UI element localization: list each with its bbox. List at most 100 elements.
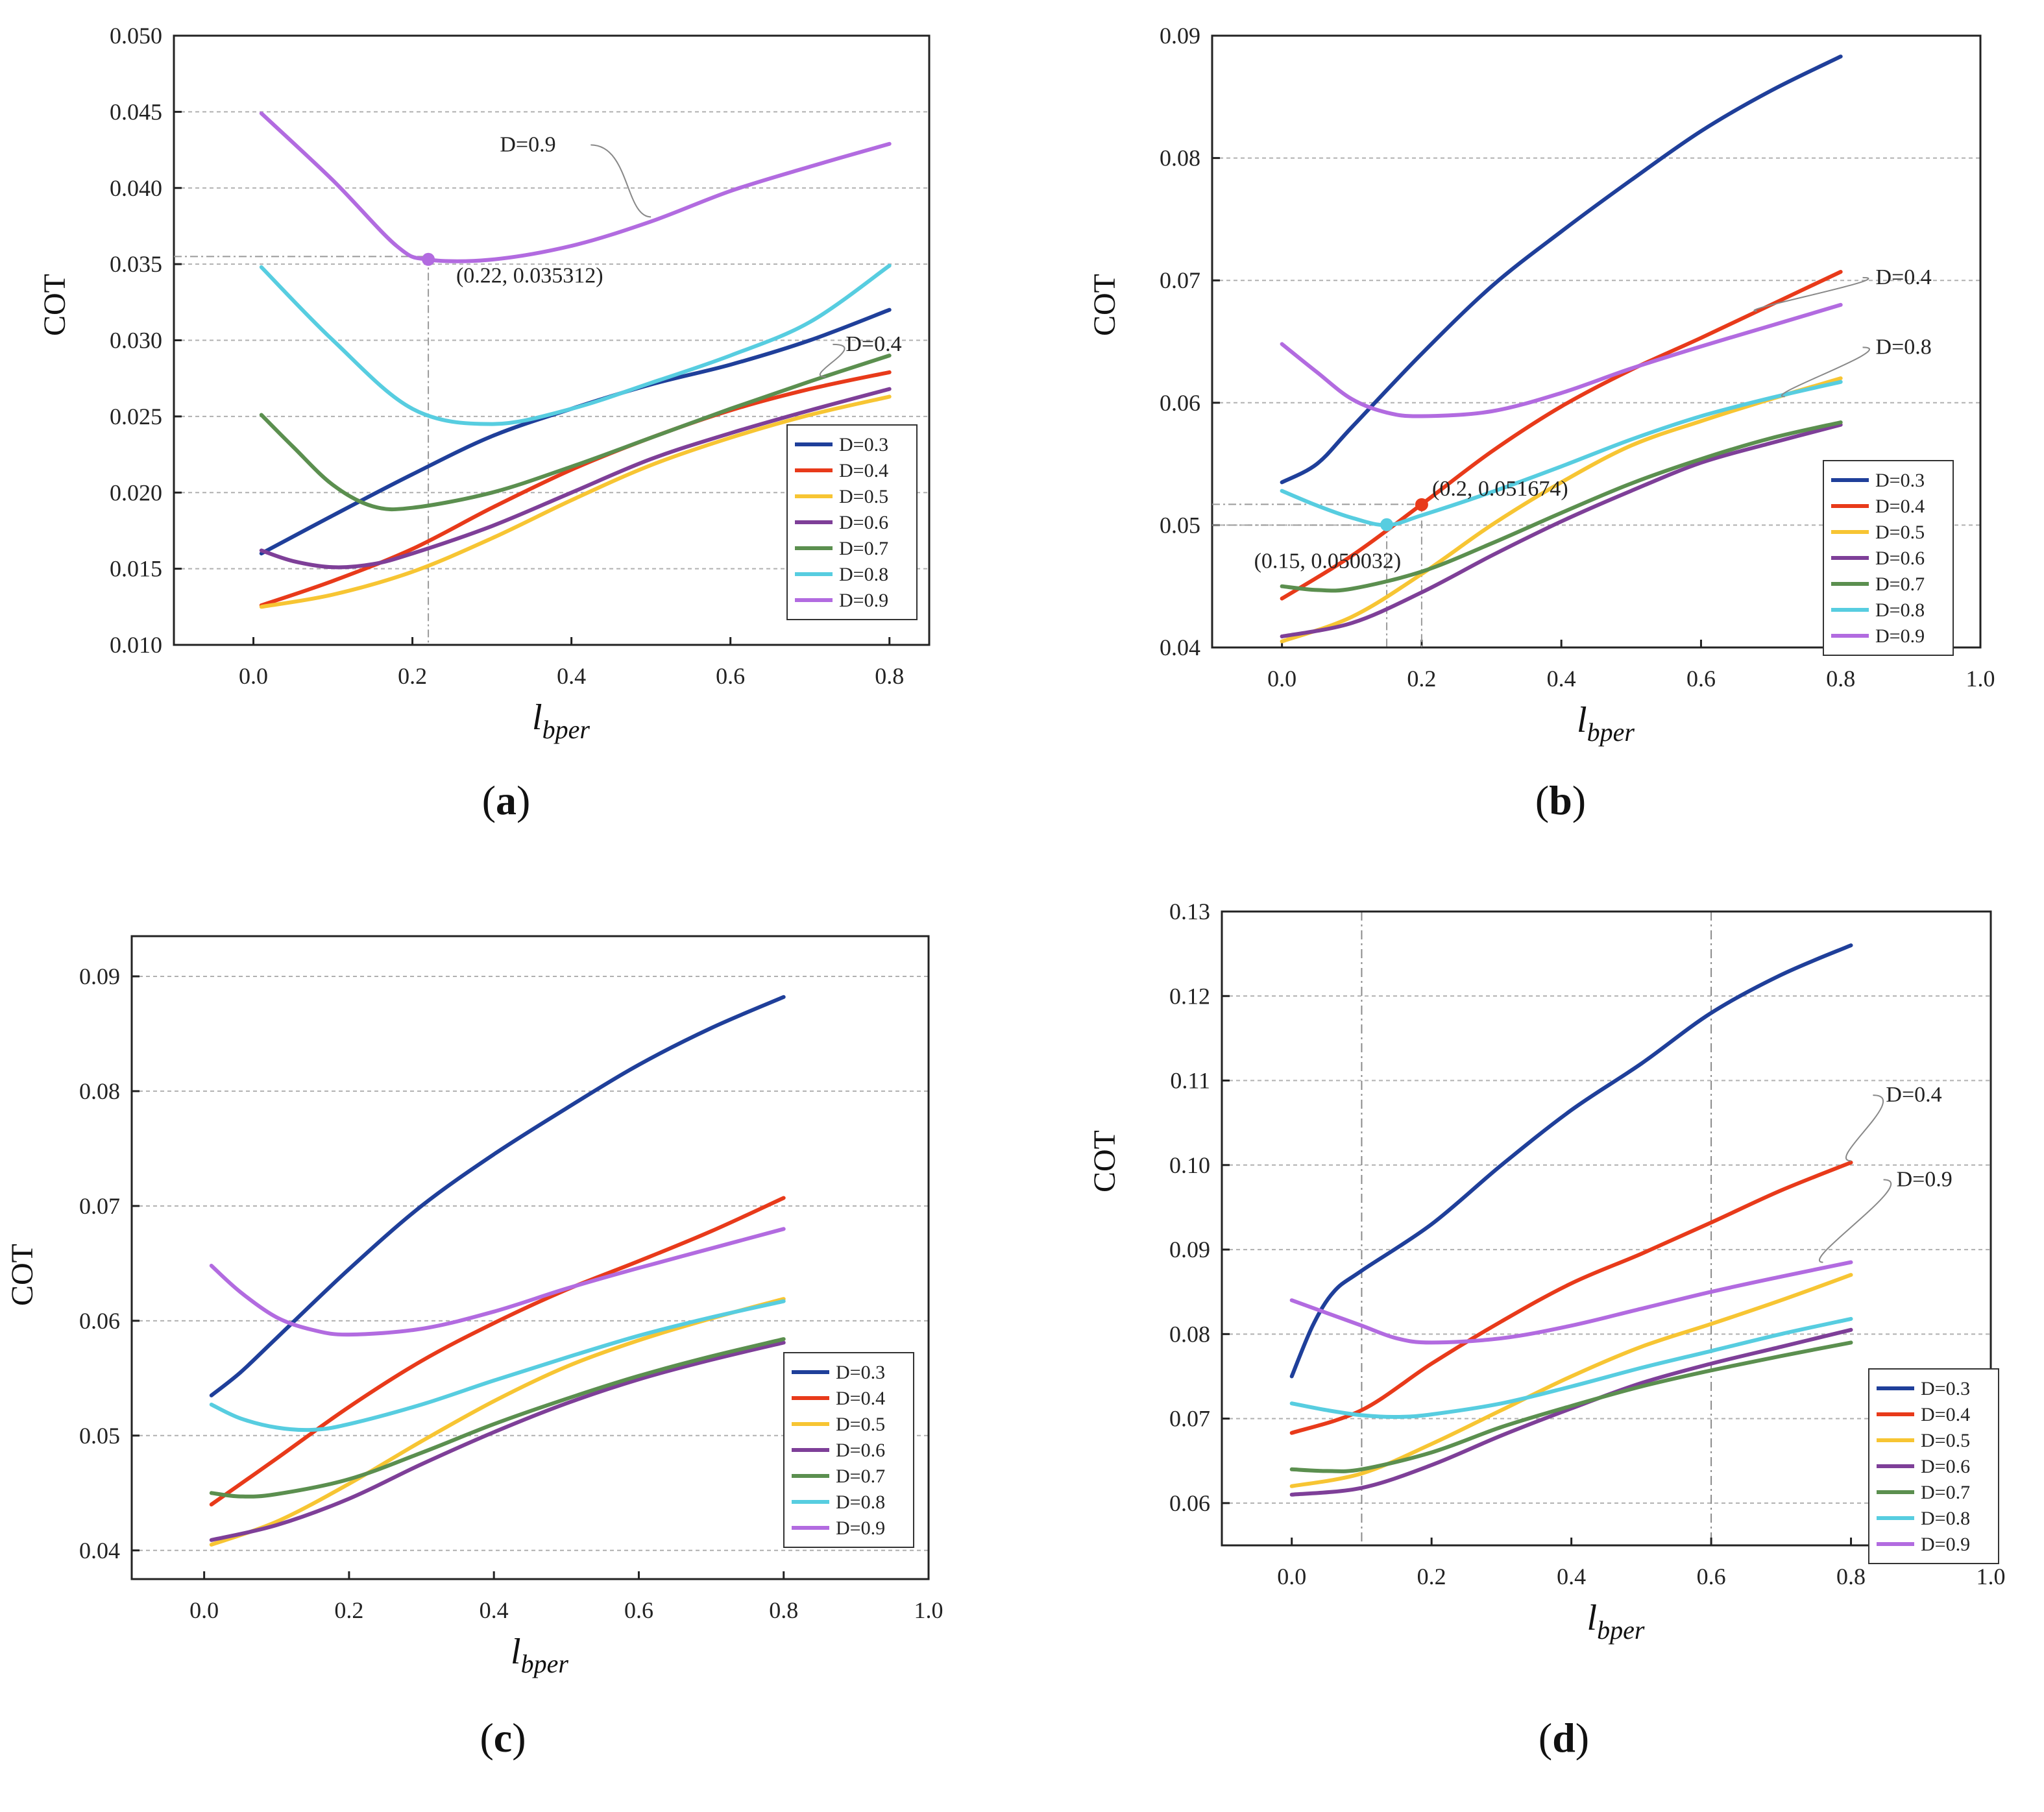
- annotation-label: D=0.8: [1876, 335, 1932, 359]
- legend-entry: D=0.5: [839, 486, 888, 507]
- x-tick-label: 0.0: [1277, 1564, 1306, 1589]
- y-tick-label: 0.12: [1169, 983, 1210, 1009]
- y-tick-label: 0.07: [1160, 267, 1200, 293]
- x-tick-label: 1.0: [1977, 1564, 2006, 1589]
- x-tick-label: 0.6: [624, 1597, 653, 1623]
- legend-entry: D=0.6: [1875, 548, 1925, 569]
- legend-entry: D=0.3: [1875, 470, 1925, 491]
- caption-open: (: [1535, 777, 1549, 823]
- highlight-point: [1415, 498, 1428, 511]
- legend: D=0.3 D=0.4 D=0.5 D=0.6 D=0.7 D=0.8 D=0.9: [786, 424, 918, 620]
- legend: D=0.3 D=0.4 D=0.5 D=0.6 D=0.7 D=0.8 D=0.9: [1823, 460, 1954, 656]
- series-line-D=0.5: [259, 394, 892, 609]
- series-line-D=0.4: [209, 1196, 786, 1506]
- series-line-D=0.6: [1280, 422, 1843, 638]
- series-line-D=0.3: [1280, 54, 1843, 485]
- x-axis-label-main: l: [511, 1632, 521, 1672]
- caption-letter: b: [1549, 777, 1572, 823]
- x-tick-label: 0.6: [716, 663, 745, 689]
- legend-entry: D=0.8: [839, 564, 888, 585]
- x-axis-label: lbper: [1577, 700, 1635, 747]
- y-tick-label: 0.040: [110, 175, 162, 201]
- y-tick-label: 0.020: [110, 479, 162, 505]
- series-line-D=0.3: [1289, 943, 1853, 1379]
- y-tick-label: 0.08: [1160, 145, 1200, 171]
- x-axis-label-main: l: [1577, 700, 1587, 740]
- series-line-D=0.7: [1289, 1340, 1853, 1473]
- y-tick-label: 0.010: [110, 632, 162, 658]
- panel-a: 0.010 0.015 0.020 0.025 0.030 0.035 0.040 0.045…: [38, 23, 931, 744]
- legend-entry: D=0.9: [1921, 1534, 1970, 1555]
- y-tick-label: 0.08: [1169, 1321, 1210, 1347]
- legend-entry: D=0.3: [839, 434, 888, 455]
- legend-entry: D=0.7: [836, 1466, 885, 1487]
- legend-entry: D=0.9: [1875, 625, 1925, 647]
- legend-entry: D=0.8: [1921, 1508, 1970, 1529]
- series-line-D=0.9: [259, 111, 892, 263]
- series-line-D=0.7: [209, 1337, 786, 1499]
- y-axis-label: COT: [1088, 1130, 1122, 1192]
- highlight-point: [422, 252, 435, 266]
- caption-open: (: [482, 777, 496, 823]
- legend-entry: D=0.3: [1921, 1378, 1970, 1399]
- x-tick-label: 0.4: [1547, 666, 1576, 692]
- legend-entry: D=0.6: [1921, 1456, 1970, 1477]
- caption-d: (d): [1539, 1715, 1589, 1761]
- x-tick-label: 0.4: [1557, 1564, 1586, 1589]
- y-tick-label: 0.030: [110, 328, 162, 354]
- x-tick-label: 0.8: [769, 1597, 798, 1623]
- legend-entry: D=0.6: [839, 512, 888, 533]
- x-tick-label: 1.0: [1966, 666, 1995, 692]
- caption-letter: d: [1552, 1715, 1576, 1761]
- x-axis-label: lbper: [511, 1632, 568, 1678]
- series-line-D=0.3: [209, 995, 786, 1397]
- series-line-D=0.9: [1280, 302, 1843, 418]
- x-tick-label: 0.2: [1407, 666, 1436, 692]
- caption-close: ): [1572, 777, 1586, 823]
- series-line-D=0.4: [259, 370, 892, 607]
- series-line-D=0.4: [1280, 270, 1843, 601]
- y-tick-label: 0.06: [1169, 1490, 1210, 1516]
- y-axis-label: COT: [38, 274, 72, 336]
- annotation-label: D=0.9: [500, 132, 555, 156]
- annotation-label: (0.2, 0.051674): [1432, 477, 1568, 501]
- y-tick-label: 0.06: [79, 1308, 120, 1334]
- annotation-label: D=0.4: [1876, 265, 1932, 289]
- legend-entry: D=0.9: [839, 590, 888, 611]
- y-tick-label: 0.06: [1160, 390, 1200, 416]
- legend-entry: D=0.9: [836, 1517, 885, 1539]
- legend-entry: D=0.5: [1875, 522, 1925, 543]
- annotation-leader: [1845, 1094, 1884, 1162]
- annotation-leader: [819, 343, 846, 378]
- y-tick-label: 0.050: [110, 23, 162, 49]
- series-line-D=0.5: [1280, 376, 1843, 644]
- x-axis-label-main: l: [1587, 1598, 1598, 1638]
- y-tick-label: 0.07: [79, 1193, 120, 1219]
- caption-open: (: [1539, 1715, 1552, 1761]
- annotation-leader: [590, 144, 651, 218]
- x-axis-label: lbper: [1587, 1598, 1645, 1645]
- caption-b: (b): [1535, 777, 1586, 823]
- x-axis-label-main: l: [532, 697, 542, 738]
- y-tick-label: 0.045: [110, 99, 162, 125]
- series-line-D=0.7: [259, 354, 892, 512]
- legend-entry: D=0.4: [1875, 496, 1925, 517]
- legend-entry: D=0.5: [1921, 1430, 1970, 1451]
- x-axis-label-subscript: bper: [1597, 1615, 1645, 1645]
- annotation-label: D=0.4: [846, 332, 901, 356]
- y-tick-label: 0.04: [79, 1538, 120, 1564]
- series-line-D=0.8: [209, 1299, 786, 1432]
- series-line-D=0.4: [1289, 1160, 1853, 1435]
- series-line-D=0.6: [1289, 1327, 1853, 1497]
- panel-b: 0.04 0.05 0.06 0.07 0.08 0.09 0.0 0.2 0.4 0.6 0.8 1…: [1088, 23, 1995, 747]
- annotation-label: D=0.9: [1897, 1167, 1953, 1191]
- legend-entry: D=0.5: [836, 1414, 885, 1435]
- series-line-D=0.8: [1280, 380, 1843, 527]
- y-tick-label: 0.10: [1169, 1152, 1210, 1178]
- legend-entry: D=0.7: [1875, 574, 1925, 595]
- x-tick-label: 0.2: [398, 663, 427, 689]
- caption-close: ): [512, 1715, 526, 1761]
- legend: D=0.3 D=0.4 D=0.5 D=0.6 D=0.7 D=0.8 D=0.9: [1868, 1368, 1999, 1564]
- series-line-D=0.5: [1289, 1273, 1853, 1488]
- y-tick-label: 0.08: [79, 1078, 120, 1104]
